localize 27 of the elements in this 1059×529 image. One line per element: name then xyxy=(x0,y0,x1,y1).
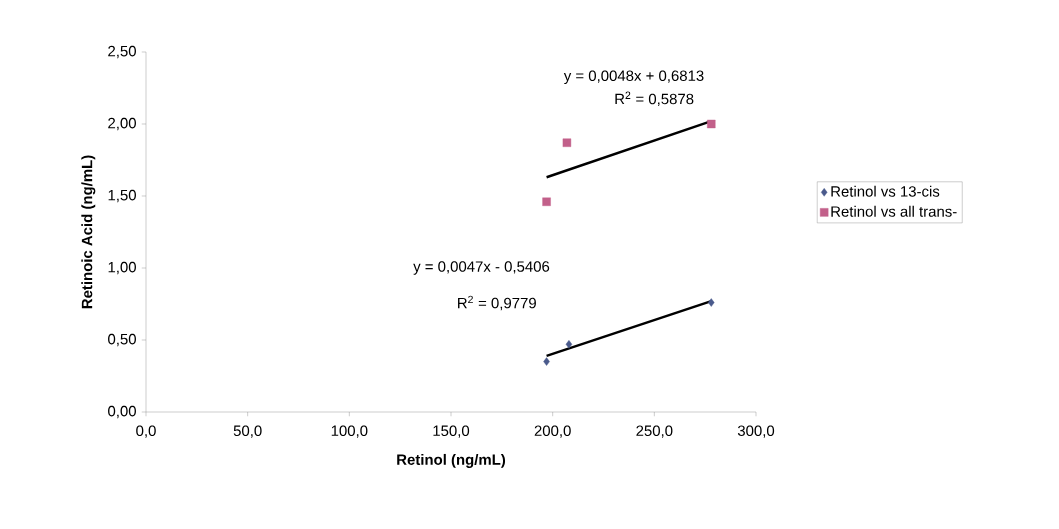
y-tick-label: 1,50 xyxy=(108,189,136,203)
point xyxy=(707,119,716,129)
annotation: y = 0,0048x + 0,6813 xyxy=(563,70,704,84)
x-tick-label: 150,0 xyxy=(433,425,470,438)
y-tick-label: 2,00 xyxy=(108,117,136,131)
point xyxy=(542,197,551,206)
y-tick-label: 2,50 xyxy=(108,45,136,59)
point xyxy=(565,340,573,349)
x-tick-label: 200,0 xyxy=(534,425,571,438)
legend-label: Retinol vs 13-cis xyxy=(831,185,940,197)
y-tick-label: 1,00 xyxy=(108,261,136,275)
point xyxy=(708,298,715,307)
annotation: R$^{2}$ = 0,9779 xyxy=(458,295,536,311)
annotation: R$^{2}$ = 0,5878 xyxy=(615,91,694,106)
y-tick-label: 0,50 xyxy=(108,333,136,347)
annotation: y = 0,0047x - 0,5406 xyxy=(413,261,550,275)
point xyxy=(543,357,550,366)
x-tick-label: 250,0 xyxy=(636,425,673,438)
x-tick-label: 100,0 xyxy=(331,425,368,438)
x-tick-label: 50,0 xyxy=(233,425,262,438)
y-axis-title: Retinoic Acid (ng/mL) xyxy=(81,155,96,309)
x-tick-label: 300,0 xyxy=(737,425,775,438)
x-tick-label: 0,0 xyxy=(136,425,156,438)
point xyxy=(562,138,572,147)
legend-label: Retinol vs all trans- xyxy=(831,205,957,217)
y-tick-label: 0,00 xyxy=(108,405,136,419)
x-axis-title: Retinol (ng/mL) xyxy=(397,453,506,468)
